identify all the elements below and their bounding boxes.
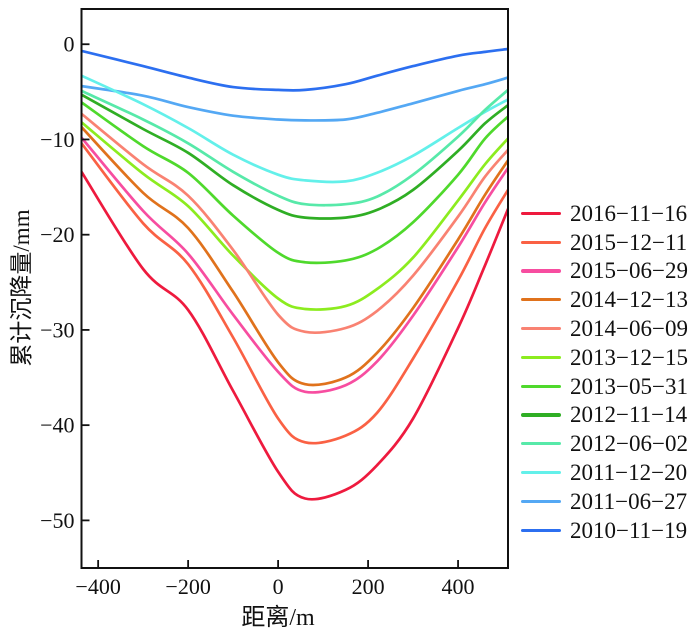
y-tick-label: −10 [40, 127, 74, 152]
legend-item: 2011−06−27 [521, 487, 688, 516]
series-line-2010−11−19 [81, 47, 508, 92]
legend-label: 2013−12−15 [570, 344, 688, 370]
series-line-2013−05−31 [81, 100, 508, 265]
series-line-2015−12−11 [81, 141, 508, 445]
series-line-2016−11−16 [81, 170, 508, 501]
legend-label: 2012−11−14 [570, 402, 688, 428]
legend-label: 2012−06−02 [570, 431, 688, 457]
plot-border [80, 8, 509, 569]
x-tick-label: 0 [273, 574, 284, 599]
legend-item: 2011−12−20 [521, 458, 688, 487]
y-tick-label: −40 [40, 413, 74, 438]
legend-line-swatch [521, 355, 561, 359]
x-tick-label: −200 [165, 574, 210, 599]
legend-item: 2012−06−02 [521, 429, 688, 458]
legend-item: 2013−12−15 [521, 343, 688, 372]
legend-item: 2010−11−19 [521, 516, 688, 545]
y-tick-label: −30 [40, 317, 74, 342]
legend-label: 2011−06−27 [570, 488, 688, 514]
series-line-2011−12−20 [81, 74, 508, 184]
legend-line-swatch [521, 528, 561, 532]
legend-item: 2013−05−31 [521, 372, 688, 401]
y-tick-label: 0 [64, 32, 75, 57]
x-tick-label: 200 [352, 574, 385, 599]
x-tick-label: −400 [75, 574, 120, 599]
legend-line-swatch [521, 240, 561, 244]
legend-label: 2013−05−31 [570, 373, 688, 399]
series-line-2011−06−27 [81, 76, 508, 122]
legend-label: 2015−12−11 [570, 229, 688, 255]
series-line-2014−06−09 [81, 112, 508, 335]
legend-item: 2014−06−09 [521, 314, 688, 343]
series-line-2012−06−02 [81, 88, 508, 207]
legend-line-swatch [521, 298, 561, 302]
legend-item: 2015−12−11 [521, 228, 688, 257]
legend-label: 2011−12−20 [570, 460, 688, 486]
legend-line-swatch [521, 384, 561, 388]
legend-item: 2012−11−14 [521, 401, 688, 430]
y-tick-label: −20 [40, 222, 74, 247]
series-line-2013−12−15 [81, 120, 508, 311]
legend-line-swatch [521, 470, 561, 475]
x-tick-label: 400 [442, 574, 475, 599]
legend-line-swatch [521, 269, 561, 273]
series-line-2012−11−14 [81, 93, 508, 220]
legend-label: 2015−06−29 [570, 258, 688, 284]
legend-label: 2010−11−19 [570, 517, 688, 543]
legend-line-swatch [521, 211, 561, 215]
legend-line-swatch [521, 326, 561, 331]
legend-line-swatch [521, 413, 561, 417]
series-line-2014−12−13 [81, 125, 508, 387]
y-tick-label: −50 [40, 508, 74, 533]
x-axis-title: 距离/m [241, 605, 315, 631]
legend-label: 2014−12−13 [570, 287, 688, 313]
legend-line-swatch [521, 499, 561, 503]
legend-item: 2015−06−29 [521, 257, 688, 286]
legend-item: 2014−12−13 [521, 285, 688, 314]
legend-item: 2016−11−16 [521, 199, 688, 228]
y-axis-title: 累计沉降量/mm [9, 209, 34, 367]
series-line-2015−06−29 [81, 136, 508, 394]
chart-legend: 2016−11−16 2015−12−11 2015−06−29 2014−12… [521, 199, 688, 545]
legend-label: 2014−06−09 [570, 316, 688, 342]
legend-label: 2016−11−16 [570, 200, 688, 226]
legend-line-swatch [521, 442, 561, 446]
